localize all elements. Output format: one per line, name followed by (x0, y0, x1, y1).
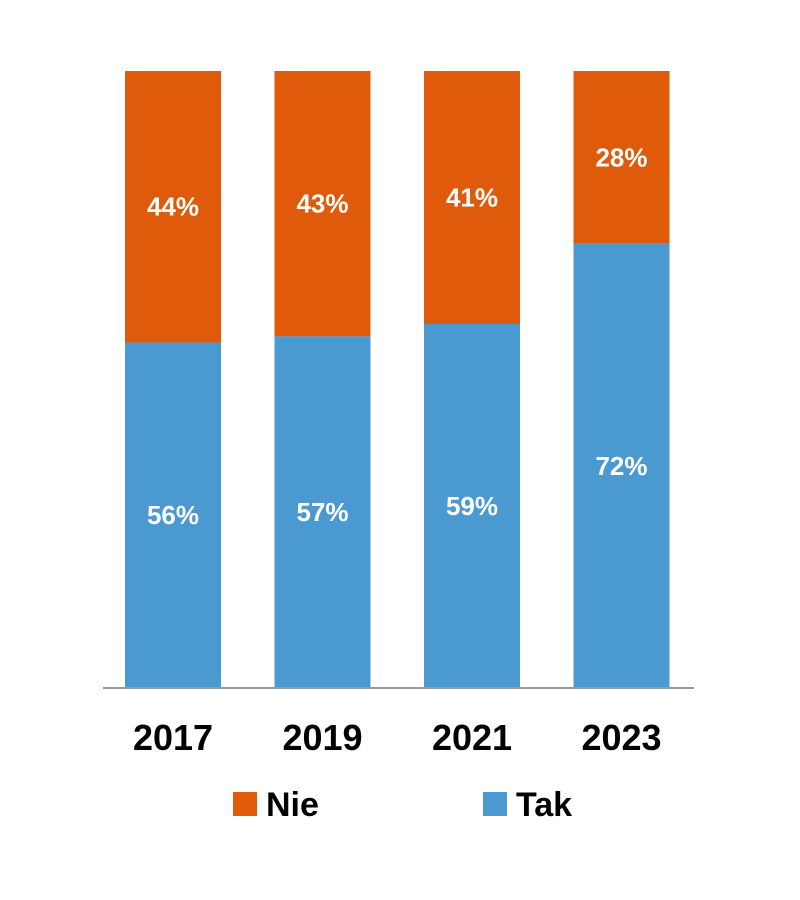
x-tick-label-2019: 2019 (282, 717, 362, 758)
data-label-tak-2019: 57% (296, 497, 348, 527)
bar-tak-2023 (573, 243, 670, 688)
bar-tak-2021 (424, 323, 520, 688)
data-label-tak-2017: 56% (147, 500, 199, 530)
bars-layer: 56% 44% 57% 43% 59% 41% 72% 28% (125, 71, 670, 688)
legend-swatch-nie (233, 792, 257, 816)
data-label-nie-2019: 43% (296, 189, 348, 219)
x-tick-label-2017: 2017 (133, 717, 213, 758)
legend-swatch-tak (483, 792, 507, 816)
bar-tak-2017 (125, 342, 221, 688)
bar-nie-2017 (125, 71, 221, 343)
legend-label-tak: Tak (516, 786, 572, 824)
x-tick-label-2021: 2021 (432, 717, 512, 758)
legend: Nie Tak (233, 786, 572, 824)
bar-nie-2019 (274, 71, 371, 337)
data-label-tak-2023: 72% (595, 451, 647, 481)
bar-nie-2021 (424, 71, 520, 324)
data-label-nie-2023: 28% (595, 142, 647, 172)
bar-tak-2019 (274, 336, 371, 688)
x-tick-labels: 2017 2019 2021 2023 (133, 717, 662, 758)
data-label-tak-2021: 59% (446, 491, 498, 521)
data-label-nie-2021: 41% (446, 182, 498, 212)
legend-label-nie: Nie (266, 786, 319, 824)
data-label-nie-2017: 44% (147, 192, 199, 222)
x-tick-label-2023: 2023 (581, 717, 661, 758)
bar-nie-2023 (573, 71, 670, 244)
